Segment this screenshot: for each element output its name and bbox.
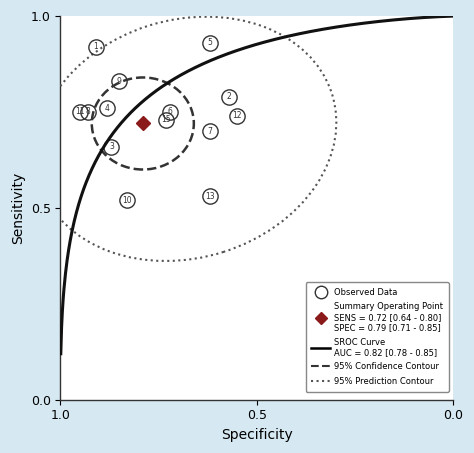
Text: 5: 5 — [207, 39, 212, 48]
Legend: Observed Data, Summary Operating Point
SENS = 0.72 [0.64 - 0.80]
SPEC = 0.79 [0.: Observed Data, Summary Operating Point S… — [306, 282, 449, 391]
Text: 10: 10 — [122, 196, 132, 205]
Text: 7: 7 — [207, 127, 212, 135]
Text: 4: 4 — [105, 104, 110, 113]
Text: 2: 2 — [227, 92, 231, 101]
Text: 8: 8 — [85, 107, 90, 116]
X-axis label: Specificity: Specificity — [221, 428, 292, 442]
Text: 1: 1 — [93, 42, 98, 51]
Text: 13: 13 — [205, 192, 214, 201]
Text: 12: 12 — [232, 111, 242, 120]
Text: 9: 9 — [117, 77, 122, 86]
Y-axis label: Sensitivity: Sensitivity — [11, 172, 25, 244]
Text: 11: 11 — [75, 107, 85, 116]
Text: 15: 15 — [162, 115, 171, 124]
Text: 3: 3 — [109, 142, 114, 151]
Text: 6: 6 — [168, 107, 173, 116]
